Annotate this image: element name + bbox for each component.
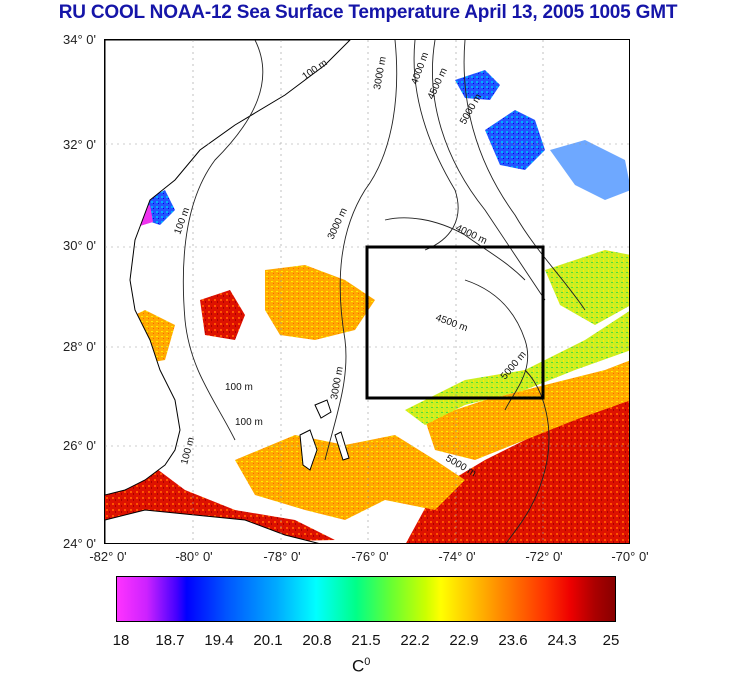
colorbar-tick-18-7: 18.7 [155,632,185,649]
bahamas-andros [299,429,318,471]
lat-tick-26: 26° 0' [63,438,96,453]
colorbar-tick-20-8: 20.8 [302,632,332,649]
contour-label-4000b: 4000 m [454,223,489,247]
cool-patch-n [455,70,500,100]
contour-label-4500b: 4500 m [434,312,469,334]
warm-water-east [425,360,629,460]
colorbar-tick-23-6: 23.6 [498,632,528,649]
contour-label-100d: 100 m [235,417,263,428]
lon-tick-72: -72° 0' [525,549,563,564]
mid-shelf-warm [265,265,375,340]
lon-tick-70: -70° 0' [611,549,649,564]
unit-superscript: 0 [364,656,371,668]
colorbar-tick-22-2: 22.2 [400,632,430,649]
colorbar-unit-label: C0 [352,656,370,677]
contour-label-3000a: 3000 m [372,56,389,91]
contour-label-4000a: 4000 m [409,51,431,86]
colorbar-tick-25: 25 [602,632,620,649]
cool-patch-ne [485,110,545,170]
sst-map-canvas: 100 m 100 m 100 m 100 m 100 m 3000 m 300… [105,40,629,543]
colorbar-tick-24-3: 24.3 [547,632,577,649]
cool-patch-coast [145,190,175,225]
florida-georgia-coast [105,40,351,496]
cuba [105,509,320,543]
bahamas-eleuthera [334,431,350,461]
warm-water-central [235,435,465,520]
lat-tick-28: 28° 0' [63,339,96,354]
temperature-colorbar [116,576,616,622]
mid-shelf-red [200,290,245,340]
contour-label-3000c: 3000 m [329,366,346,401]
lat-tick-24: 24° 0' [63,536,96,551]
lat-tick-30: 30° 0' [63,238,96,253]
warm-water-southeast [406,381,629,543]
contour-label-100e: 100 m [179,436,197,466]
lon-tick-78: -78° 0' [263,549,301,564]
land-layer [105,40,351,543]
colorbar-tick-18: 18 [112,632,130,649]
contour-label-100c: 100 m [225,382,253,393]
study-area-box [365,245,545,400]
green-patch-east [545,250,629,325]
sst-map: 100 m 100 m 100 m 100 m 100 m 3000 m 300… [104,39,630,544]
lat-tick-34: 34° 0' [63,32,96,47]
colorbar-tick-21-5: 21.5 [351,632,381,649]
unit-letter: C [352,656,365,676]
colorbar-tick-20-1: 20.1 [253,632,283,649]
map-title: RU COOL NOAA-12 Sea Surface Temperature … [58,2,678,23]
lat-tick-32: 32° 0' [63,137,96,152]
bathymetry-contours [182,40,586,543]
lon-tick-82: -82° 0' [89,549,127,564]
lon-tick-80: -80° 0' [175,549,213,564]
contour-label-4500a: 4500 m [426,66,450,101]
bahamas-abaco [314,399,332,419]
colorbar-tick-22-9: 22.9 [449,632,479,649]
lon-tick-76: -76° 0' [351,549,389,564]
cool-patch-ne-edge [550,140,629,200]
colorbar-tick-19-4: 19.4 [204,632,234,649]
lon-tick-74: -74° 0' [438,549,476,564]
